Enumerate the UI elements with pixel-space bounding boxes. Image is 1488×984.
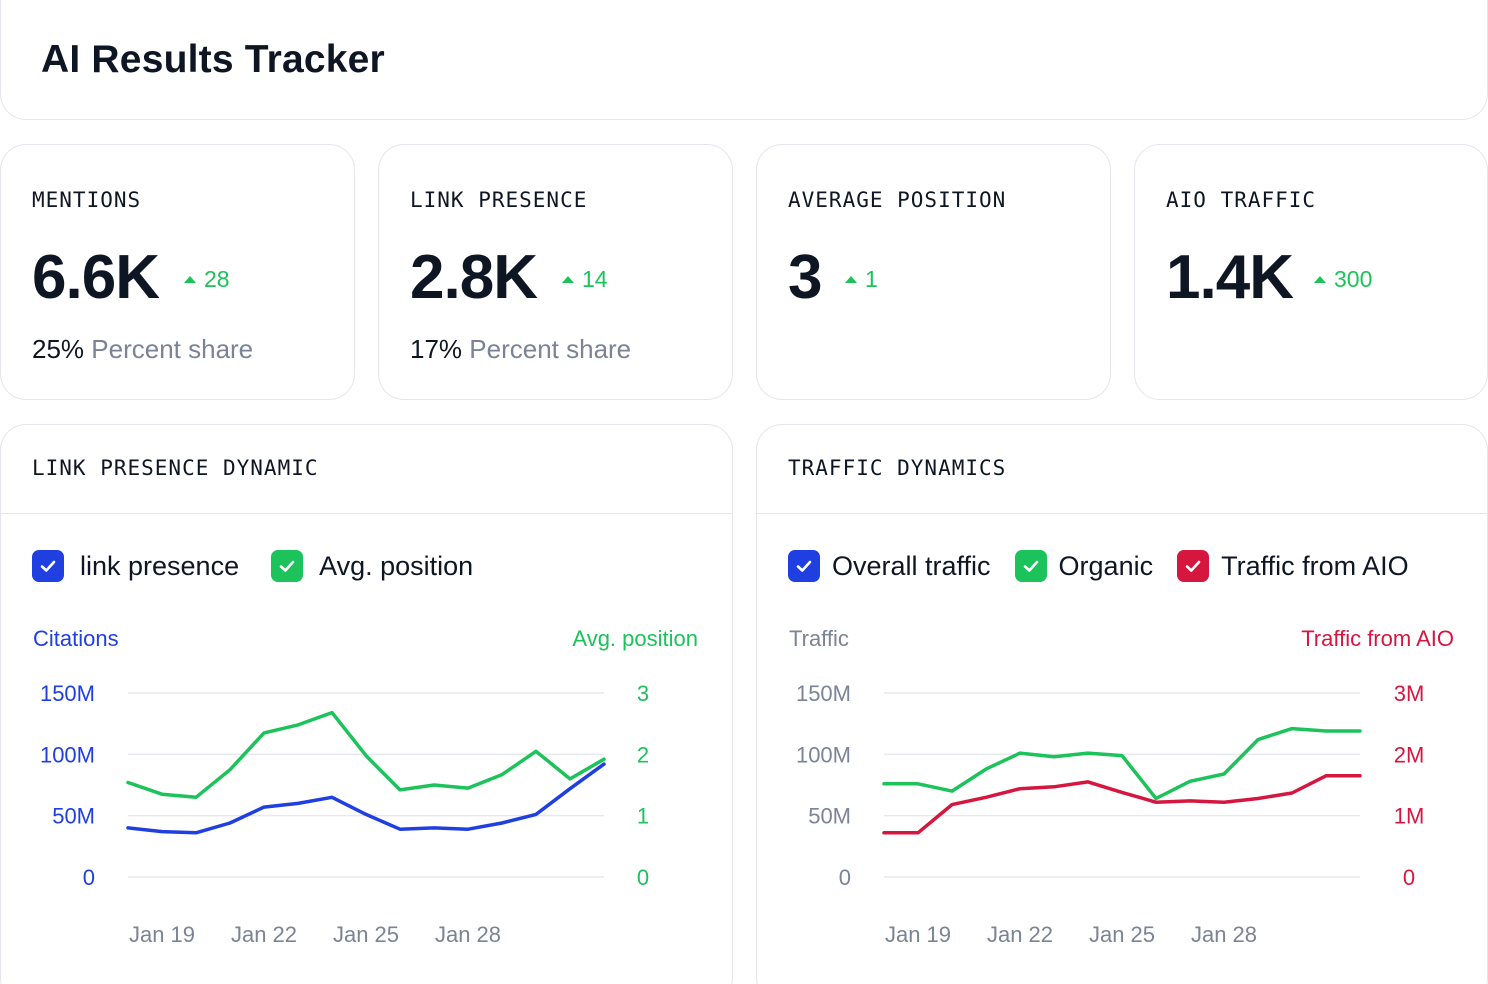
page-title: AI Results Tracker xyxy=(41,38,385,81)
right-tick-label: 1 xyxy=(637,804,649,829)
stat-card-aio-traffic xyxy=(1134,144,1488,400)
arrow-up-icon xyxy=(1314,276,1326,283)
left-tick-label: 0 xyxy=(839,865,851,890)
stat-delta: 300 xyxy=(1314,266,1372,293)
link-chart-legend: link presence Avg. position xyxy=(32,550,505,582)
x-tick-label: Jan 19 xyxy=(885,922,951,947)
stat-label: AVERAGE POSITION xyxy=(788,188,1007,212)
delta-value: 28 xyxy=(204,266,230,292)
legend-avg-position[interactable]: Avg. position xyxy=(271,550,473,582)
arrow-up-icon xyxy=(184,276,196,283)
share-percent: 25% xyxy=(32,334,85,364)
stat-label: AIO TRAFFIC xyxy=(1166,188,1317,212)
checkbox-checked-icon[interactable] xyxy=(271,550,304,582)
left-tick-label: 150M xyxy=(40,681,95,706)
checkbox-checked-icon[interactable] xyxy=(32,550,64,582)
legend-overall-traffic[interactable]: Overall traffic xyxy=(788,550,991,582)
legend-label: Avg. position xyxy=(319,550,474,581)
series-line-link-presence xyxy=(126,762,606,835)
divider xyxy=(757,513,1487,514)
left-tick-label: 50M xyxy=(808,804,851,829)
header-card: AI Results Tracker xyxy=(0,0,1488,120)
right-tick-label: 2 xyxy=(637,742,649,767)
legend-label: Organic xyxy=(1058,550,1154,581)
right-tick-label: 3 xyxy=(637,681,649,706)
stat-value: 6.6K xyxy=(32,243,160,312)
left-tick-label: 0 xyxy=(83,865,95,890)
stat-delta: 28 xyxy=(184,266,230,293)
x-tick-label: Jan 28 xyxy=(1191,922,1257,947)
link-presence-chart: 150M 3 100M 2 50M 1 0 0 Citations Avg. position Ja… xyxy=(33,626,698,947)
x-tick-label: Jan 25 xyxy=(1089,922,1155,947)
stat-share: 17% Percent share xyxy=(410,334,631,365)
left-axis-label: Citations xyxy=(33,626,119,651)
stat-card-average-position xyxy=(756,144,1111,400)
share-text: Percent share xyxy=(91,334,254,364)
checkbox-checked-icon[interactable] xyxy=(1014,550,1047,582)
arrow-up-icon xyxy=(562,276,574,283)
checkbox-checked-icon[interactable] xyxy=(1177,550,1210,582)
stat-label: LINK PRESENCE xyxy=(410,188,588,212)
right-tick-label: 3M xyxy=(1394,681,1425,706)
traffic-chart-legend: Overall traffic Organic Traffic from AIO xyxy=(788,550,1409,582)
stat-value: 3 xyxy=(788,243,822,312)
left-tick-label: 150M xyxy=(796,681,851,706)
legend-link-presence[interactable]: link presence xyxy=(32,550,239,582)
right-tick-label: 0 xyxy=(1403,865,1415,890)
arrow-up-icon xyxy=(845,276,857,283)
right-tick-label: 2M xyxy=(1394,742,1425,767)
right-axis-label: Avg. position xyxy=(572,626,698,651)
stat-delta: 14 xyxy=(562,266,608,293)
stat-card-mentions xyxy=(0,144,355,400)
left-tick-label: 50M xyxy=(52,804,95,829)
x-tick-label: Jan 22 xyxy=(231,922,297,947)
series-line-traffic-from-aio xyxy=(882,774,1362,835)
share-text: Percent share xyxy=(469,334,632,364)
right-tick-label: 0 xyxy=(637,865,649,890)
stat-share: 25% Percent share xyxy=(32,334,253,365)
stat-value: 2.8K xyxy=(410,243,538,312)
right-axis-label: Traffic from AIO xyxy=(1301,626,1454,651)
stat-delta: 1 xyxy=(845,266,878,293)
stat-card-link-presence xyxy=(378,144,733,400)
divider xyxy=(1,513,732,514)
stat-value: 1.4K xyxy=(1166,243,1294,312)
x-tick-label: Jan 28 xyxy=(435,922,501,947)
delta-value: 14 xyxy=(582,266,608,292)
traffic-chart-card xyxy=(756,424,1488,984)
x-tick-label: Jan 19 xyxy=(129,922,195,947)
checkbox-checked-icon[interactable] xyxy=(788,550,820,582)
series-line-avg-position xyxy=(126,710,606,800)
delta-value: 300 xyxy=(1334,266,1373,292)
stat-label: MENTIONS xyxy=(32,188,142,212)
x-tick-label: Jan 25 xyxy=(333,922,399,947)
legend-label: Overall traffic xyxy=(832,550,991,581)
legend-label: link presence xyxy=(80,550,240,581)
series-line-organic xyxy=(882,726,1362,801)
traffic-chart-title: TRAFFIC DYNAMICS xyxy=(788,456,1007,480)
legend-label: Traffic from AIO xyxy=(1221,550,1409,581)
link-presence-chart-card xyxy=(0,424,733,984)
left-axis-label: Traffic xyxy=(789,626,849,651)
right-tick-label: 1M xyxy=(1394,804,1425,829)
x-tick-label: Jan 22 xyxy=(987,922,1053,947)
left-tick-label: 100M xyxy=(40,742,95,767)
share-percent: 17% xyxy=(410,334,463,364)
legend-traffic-from-aio[interactable]: Traffic from AIO xyxy=(1177,550,1409,582)
legend-organic[interactable]: Organic xyxy=(1014,550,1154,582)
left-tick-label: 100M xyxy=(796,742,851,767)
delta-value: 1 xyxy=(865,266,878,292)
link-chart-title: LINK PRESENCE DYNAMIC xyxy=(32,456,319,480)
